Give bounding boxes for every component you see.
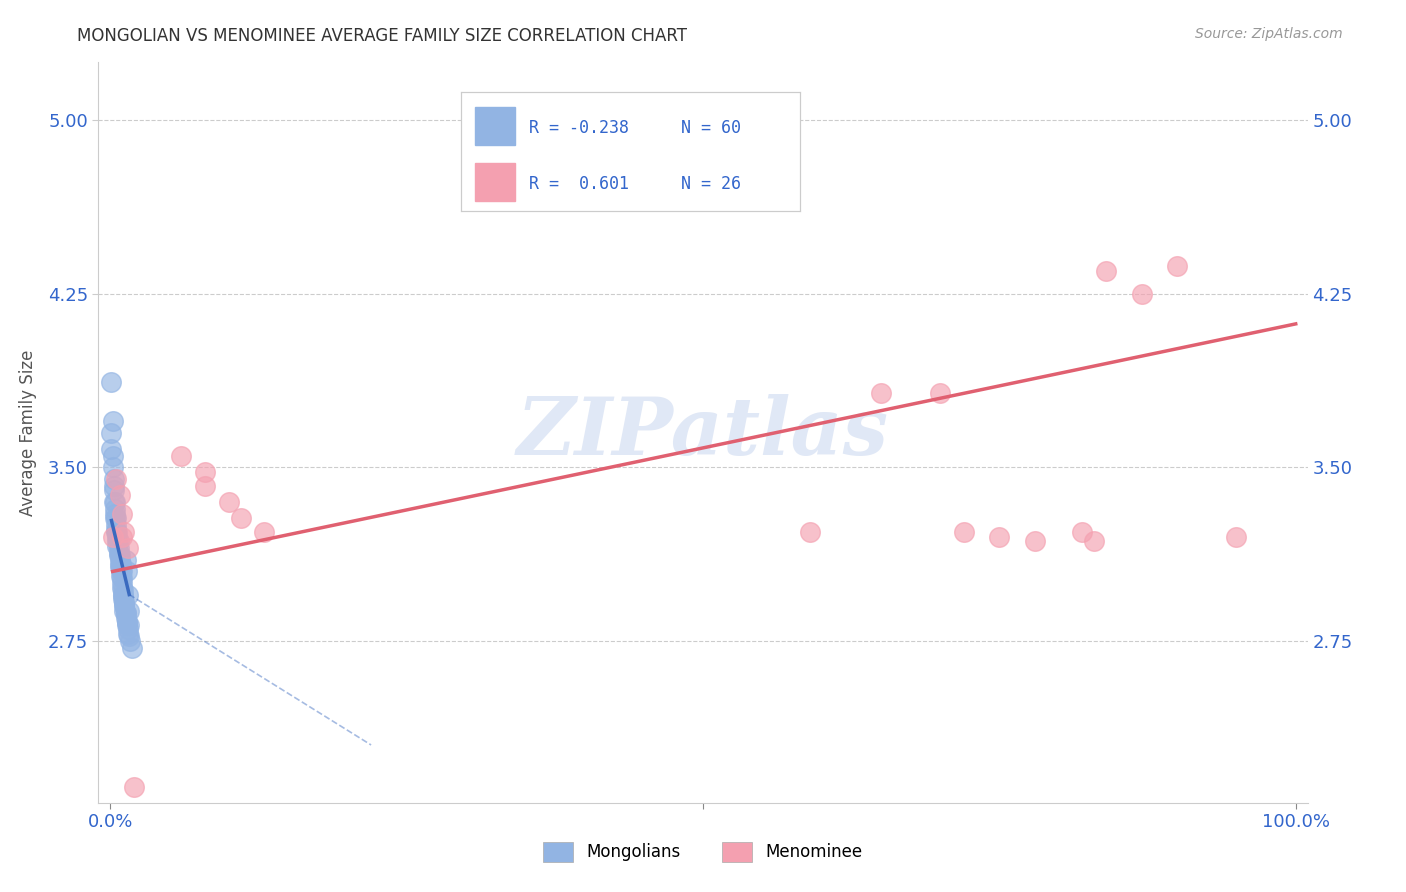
Point <box>194 479 217 493</box>
Point <box>105 511 128 525</box>
Point <box>112 588 135 602</box>
Point <box>114 597 136 611</box>
Point <box>101 449 124 463</box>
Point <box>105 525 128 540</box>
Point <box>107 541 129 556</box>
Text: MONGOLIAN VS MENOMINEE AVERAGE FAMILY SIZE CORRELATION CHART: MONGOLIAN VS MENOMINEE AVERAGE FAMILY SI… <box>77 27 688 45</box>
Point <box>100 375 122 389</box>
Point <box>114 599 136 614</box>
Point <box>110 558 132 572</box>
Point <box>112 588 135 602</box>
Point <box>120 633 142 648</box>
Point <box>105 523 128 537</box>
Point <box>117 622 139 636</box>
Point <box>111 530 134 544</box>
Point <box>101 530 124 544</box>
Point <box>100 425 122 440</box>
Point <box>108 558 131 572</box>
Point <box>112 592 135 607</box>
Point <box>105 518 128 533</box>
Point <box>114 604 136 618</box>
Point <box>118 629 141 643</box>
Point <box>104 507 127 521</box>
Point <box>103 472 125 486</box>
Legend: Mongolians, Menominee: Mongolians, Menominee <box>537 835 869 869</box>
Point <box>110 559 132 574</box>
Point <box>115 617 138 632</box>
Point <box>108 548 131 562</box>
Point <box>114 525 136 540</box>
Point <box>1024 534 1046 549</box>
Point <box>1225 530 1247 544</box>
Text: Source: ZipAtlas.com: Source: ZipAtlas.com <box>1195 27 1343 41</box>
Point <box>105 525 128 540</box>
Point <box>117 627 139 641</box>
Point <box>988 530 1011 544</box>
Point <box>103 479 125 493</box>
Point <box>111 581 134 595</box>
Point <box>117 588 139 602</box>
Point <box>114 610 136 624</box>
Point <box>122 780 145 794</box>
Point <box>105 530 128 544</box>
Point <box>107 534 129 549</box>
Point <box>114 594 136 608</box>
Point <box>194 465 217 479</box>
Point <box>104 502 127 516</box>
Point <box>108 553 131 567</box>
Point <box>115 615 138 630</box>
Point <box>118 604 141 618</box>
Point <box>799 525 821 540</box>
Point <box>100 442 122 456</box>
Point <box>104 495 127 509</box>
Point <box>1095 263 1118 277</box>
Point <box>112 582 135 597</box>
Point <box>218 495 240 509</box>
Y-axis label: Average Family Size: Average Family Size <box>18 350 37 516</box>
Point <box>114 606 136 620</box>
Point <box>1071 525 1094 540</box>
Point <box>105 534 128 549</box>
Point <box>103 483 125 498</box>
Point <box>103 495 125 509</box>
Point <box>105 539 128 553</box>
Point <box>105 472 128 486</box>
Point <box>111 576 134 591</box>
Point <box>101 460 124 475</box>
Point <box>111 571 134 585</box>
Point <box>1083 534 1105 549</box>
Point <box>170 449 193 463</box>
Point <box>1130 286 1153 301</box>
Point <box>101 414 124 428</box>
Point <box>108 488 131 502</box>
Point <box>107 548 129 562</box>
Point <box>115 615 138 630</box>
Point <box>108 559 131 574</box>
Point <box>253 525 276 540</box>
Point <box>869 386 891 401</box>
Point <box>110 565 132 579</box>
Point <box>117 541 139 556</box>
Point <box>104 511 127 525</box>
Point <box>121 640 143 655</box>
Point <box>929 386 952 401</box>
Point <box>118 617 141 632</box>
Point <box>1166 259 1188 273</box>
Point <box>229 511 252 525</box>
Point <box>111 507 134 521</box>
Point <box>110 569 132 583</box>
Point <box>114 553 136 567</box>
Point <box>107 546 129 560</box>
Text: ZIPatlas: ZIPatlas <box>517 394 889 471</box>
Point <box>115 565 138 579</box>
Point <box>114 606 136 620</box>
Point <box>111 565 134 579</box>
Point <box>952 525 974 540</box>
